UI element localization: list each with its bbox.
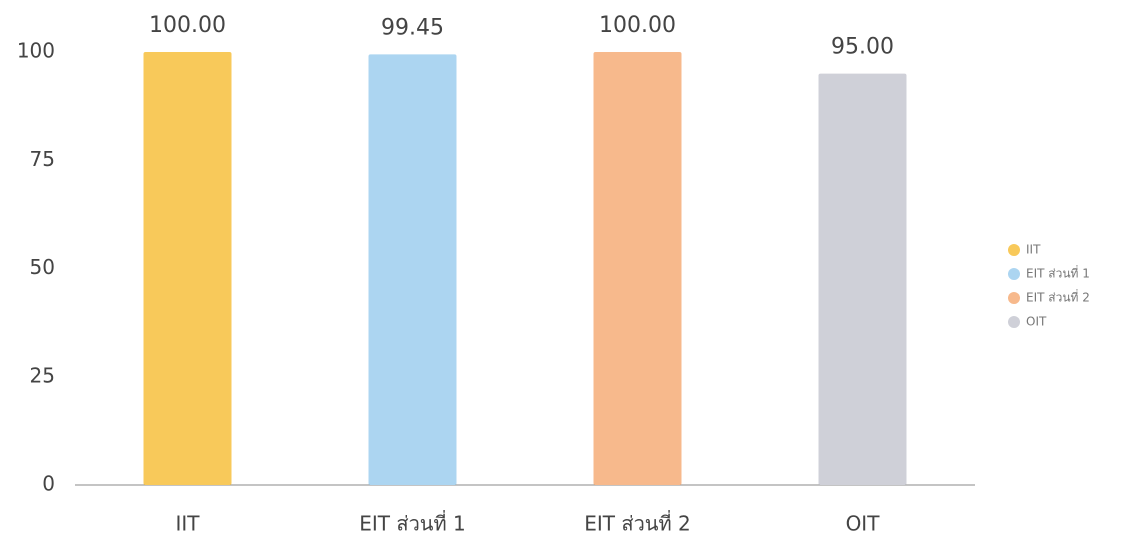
legend-label: EIT ส่วนที่ 2 <box>1026 289 1090 305</box>
x-tick-label: OIT <box>846 512 881 536</box>
bar <box>818 73 907 486</box>
y-tick-label: 75 <box>30 147 55 171</box>
y-tick-label: 100 <box>17 39 55 63</box>
legend-swatch <box>1008 316 1020 328</box>
legend-swatch <box>1008 268 1020 280</box>
data-label: 100.00 <box>599 13 676 38</box>
legend-label: IIT <box>1026 243 1041 257</box>
data-label: 99.45 <box>381 15 444 40</box>
data-label: 100.00 <box>149 13 226 38</box>
y-tick-label: 50 <box>30 255 55 279</box>
bar <box>368 54 457 485</box>
y-tick-label: 0 <box>42 472 55 496</box>
legend-swatch <box>1008 244 1020 256</box>
y-tick-label: 25 <box>30 363 55 387</box>
bar <box>593 52 682 485</box>
data-label: 95.00 <box>831 35 894 60</box>
legend-label: EIT ส่วนที่ 1 <box>1026 265 1090 281</box>
legend-swatch <box>1008 292 1020 304</box>
legend-label: OIT <box>1026 315 1047 329</box>
x-tick-label: IIT <box>175 512 200 536</box>
x-tick-label: EIT ส่วนที่ 2 <box>584 510 690 536</box>
bar <box>143 52 232 485</box>
x-tick-label: EIT ส่วนที่ 1 <box>359 510 465 536</box>
